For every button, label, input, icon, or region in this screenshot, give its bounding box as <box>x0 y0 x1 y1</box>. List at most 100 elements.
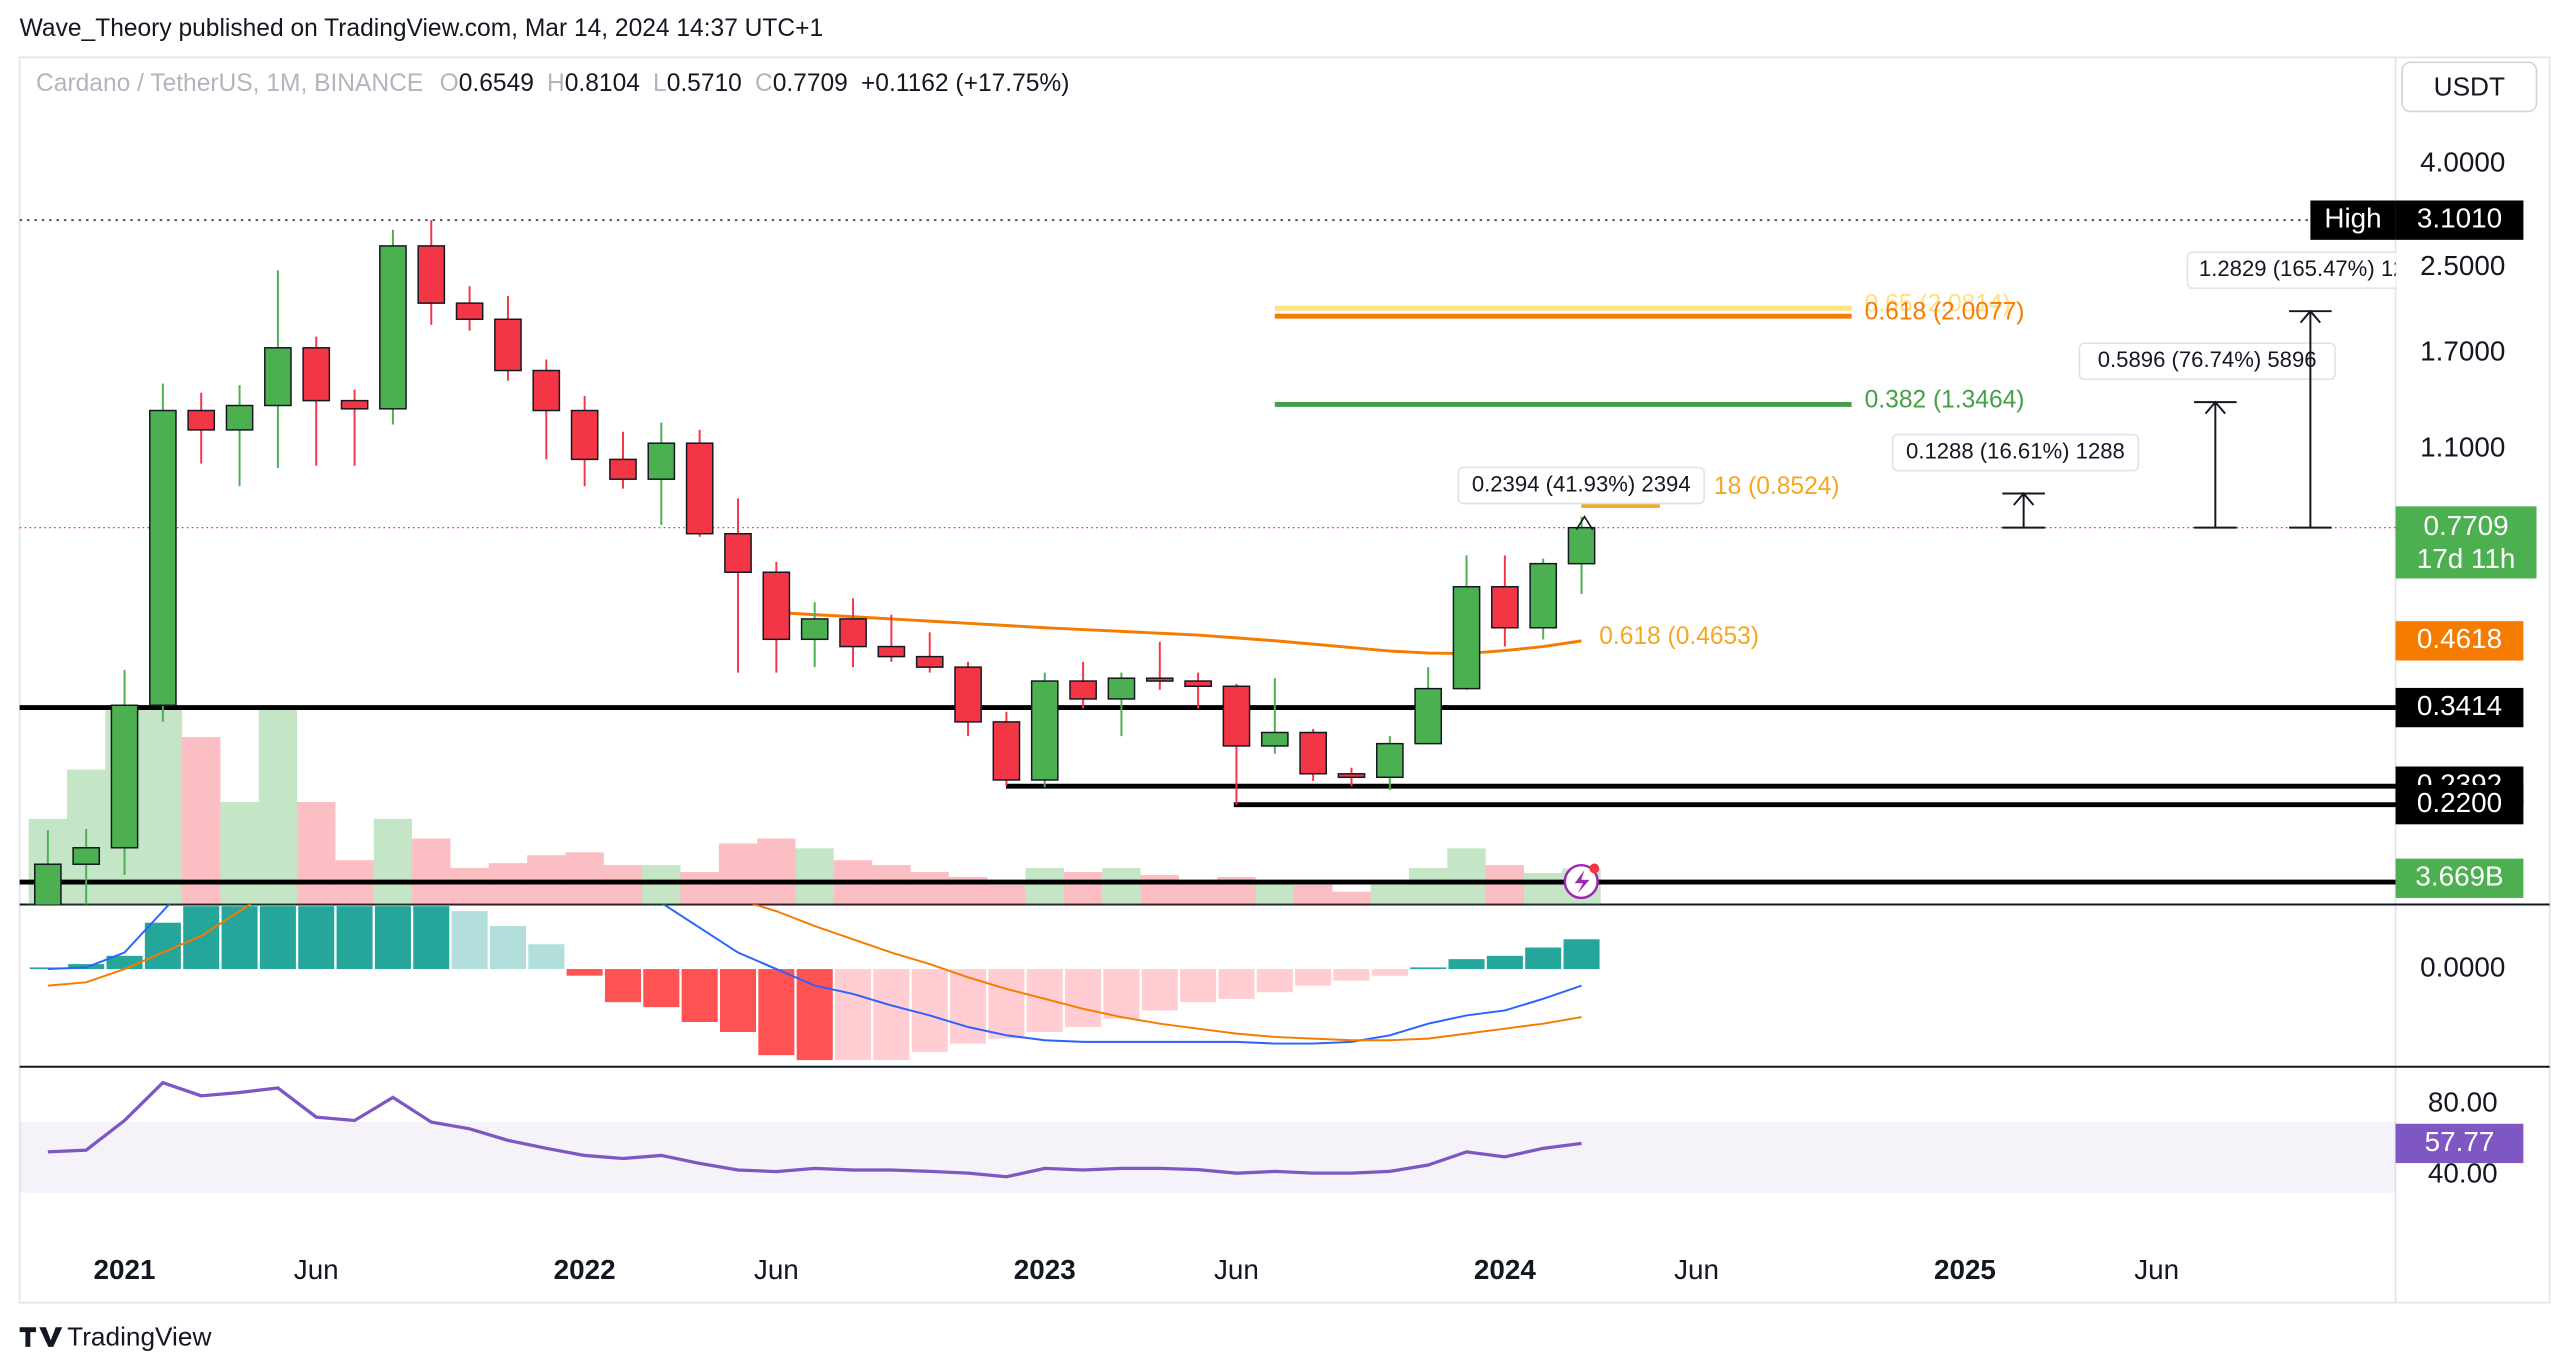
legend-value: 0.6549 <box>459 71 534 98</box>
last-price-box <box>2395 506 2537 579</box>
macd-histogram-bar <box>643 969 680 1008</box>
candle-body <box>1069 680 1097 700</box>
volume-value-label: 3.669B <box>2415 861 2503 892</box>
volume-bar <box>680 872 719 905</box>
level-tag: High <box>2324 203 2381 234</box>
volume-bar <box>1524 872 1563 905</box>
symbol-name: Cardano / TetherUS, 1M, BINANCE <box>36 71 423 98</box>
macd-signal-line <box>47 904 1582 1042</box>
macd-histogram-bar <box>1295 969 1332 986</box>
x-tick-label: 2025 <box>1934 1254 1996 1285</box>
fib-label: 0.382 (1.3464) <box>1865 387 2025 414</box>
volume-bar <box>450 868 489 905</box>
macd-histogram-bar <box>719 969 757 1032</box>
macd-histogram-bar <box>758 969 795 1056</box>
macd-layer <box>29 904 1600 1061</box>
volume-bar <box>1447 848 1486 905</box>
measure-label-box <box>1457 466 1705 505</box>
volume-bar <box>1140 874 1179 905</box>
level-price-box <box>2395 687 2524 728</box>
legend-value: 0.5710 <box>667 71 742 98</box>
candle-body <box>1375 742 1404 779</box>
currency-button-label[interactable]: USDT <box>2434 71 2505 101</box>
measure-arrowhead <box>2204 400 2226 415</box>
candle-body <box>992 721 1021 781</box>
macd-histogram-bar <box>489 926 526 970</box>
macd-histogram-bar <box>1448 959 1485 970</box>
candle-body <box>379 245 407 410</box>
candle-body <box>915 655 944 668</box>
macd-histogram-bar <box>298 906 335 970</box>
x-tick-label: 2023 <box>1014 1254 1076 1285</box>
level-price-box <box>2395 200 2524 240</box>
measure-bracket <box>1575 515 1594 531</box>
rsi-band <box>19 1121 2396 1193</box>
measure-label-box <box>2186 251 2396 290</box>
candle-body <box>340 399 369 410</box>
currency-button[interactable]: USDT <box>2401 61 2538 113</box>
macd-histogram-bar <box>336 906 373 970</box>
volume-bar <box>1485 865 1525 905</box>
level-price-label: 3.1010 <box>2417 203 2502 234</box>
volume-bar <box>1255 881 1294 905</box>
publisher: Wave_Theory published on TradingView.com… <box>20 15 824 42</box>
legend-key: L <box>653 71 667 98</box>
footer-brand: TradingView <box>67 1322 211 1352</box>
ema-price-label: 0.4618 <box>2417 623 2502 654</box>
macd-histogram-bar <box>796 969 833 1061</box>
macd-histogram-bar <box>835 969 872 1061</box>
candle-body <box>839 618 867 648</box>
volume-bar <box>1102 868 1141 905</box>
legend-value: 0.8104 <box>565 71 640 98</box>
currency-button-box[interactable] <box>2401 61 2538 113</box>
measure-label: 0.1288 (16.61%) 1288 <box>1906 438 2125 463</box>
rsi-value-box <box>2395 1123 2524 1164</box>
macd-histogram-bar <box>1563 939 1600 970</box>
volume-bar <box>258 707 298 905</box>
fib-label: 0.618 (0.4653) <box>1599 623 1759 650</box>
volume-bar <box>220 802 259 905</box>
ema-line <box>776 611 1582 656</box>
macd-histogram-bar <box>183 906 220 970</box>
macd-histogram-bar <box>259 906 296 970</box>
candle-body <box>954 666 982 723</box>
rsi-tick-label: 80.00 <box>2428 1086 2498 1117</box>
y-tick-label: 4.0000 <box>2420 146 2505 177</box>
candle-body <box>225 404 254 431</box>
volume-bar <box>1293 884 1333 905</box>
volume-bar <box>1178 881 1218 905</box>
macd-histogram-bar <box>413 906 450 970</box>
candle-body <box>1107 677 1136 700</box>
measure-arrowhead <box>2013 492 2035 506</box>
macd-histogram-bar <box>1180 969 1217 1003</box>
volume-bar <box>1370 884 1410 905</box>
symbol-legend: Cardano / TetherUS, 1M, BINANCE O0.6549 H0… <box>36 71 1069 98</box>
measure-label-box <box>2078 342 2336 381</box>
measure-label: 0.5896 (76.74%) 5896 <box>2098 347 2317 372</box>
macd-histogram-bar <box>1026 969 1063 1032</box>
macd-histogram-bar <box>1371 969 1408 976</box>
volume-bar <box>872 865 911 905</box>
legend-change: +0.1162 (+17.75%) <box>861 71 1069 98</box>
macd-histogram-bar <box>451 911 488 970</box>
macd-histogram-bar <box>873 969 910 1061</box>
volume-bar <box>373 818 413 905</box>
volume-bar <box>987 884 1026 905</box>
x-tick-label: Jun <box>1674 1254 1719 1285</box>
rsi-layer <box>19 1080 2396 1193</box>
candle-body <box>1337 773 1366 779</box>
macd-histogram-bar <box>528 944 565 970</box>
volume-bar <box>1409 868 1448 905</box>
candle-body <box>149 409 177 707</box>
last-price-label: 0.7709 <box>2423 510 2508 541</box>
candle-body <box>302 347 331 402</box>
candle-body <box>800 618 829 641</box>
macd-histogram-bar <box>1410 967 1447 970</box>
volume-bar <box>757 838 796 905</box>
ema-price-box <box>2395 621 2524 661</box>
volume-bar <box>1063 872 1103 905</box>
x-tick-label: 2022 <box>554 1254 616 1285</box>
macd-histogram-bar <box>221 906 258 970</box>
candle-body <box>532 369 561 412</box>
